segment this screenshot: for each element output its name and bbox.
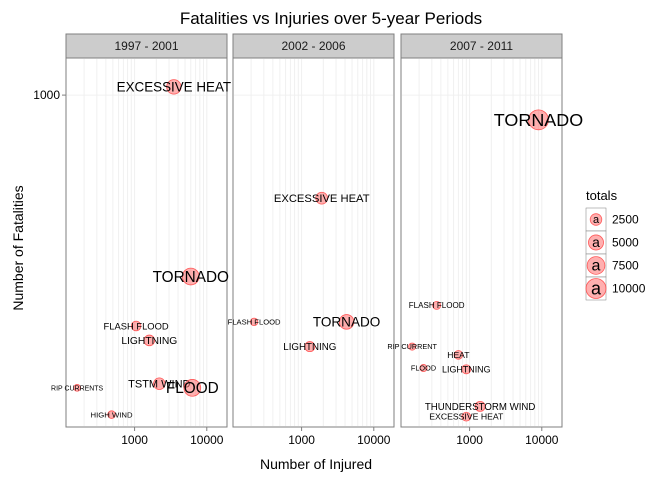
data-point-label: TSTM WIND xyxy=(128,379,190,391)
data-point xyxy=(408,342,417,351)
data-point-label: RIP CURRENTS xyxy=(51,385,103,392)
legend-key-point xyxy=(585,278,607,299)
data-point-label: RIP CURRENT xyxy=(387,342,437,351)
facet-strip xyxy=(232,33,395,59)
x-tick-label: 1000 xyxy=(121,433,148,447)
data-point-label: TORNADO xyxy=(313,315,381,330)
data-point-label: EXCESSIVE HEAT xyxy=(429,412,504,422)
data-point-label: HEAT xyxy=(447,350,470,360)
data-point-label: EXCESSIVE HEAT xyxy=(274,193,370,205)
data-point-label: FLASH FLOOD xyxy=(104,320,169,331)
x-tick-label: 10000 xyxy=(525,433,559,447)
data-point-label: LIGHTNING xyxy=(283,342,336,353)
facet-panel: 2007 - 2011 TORNADO FLASH FLOOD RIP CURRENT… xyxy=(387,33,583,447)
data-point xyxy=(304,341,316,353)
facet-strip xyxy=(65,33,228,59)
facet-panel: 2002 - 2006 EXCESSIVE HEAT TORNADO FLASH FL… xyxy=(228,33,395,447)
chart-title: Fatalities vs Injuries over 5-year Perio… xyxy=(180,9,482,28)
facet-strip xyxy=(400,33,563,59)
legend-label: 10000 xyxy=(612,282,646,296)
data-point-label: FLASH FLOOD xyxy=(409,301,465,310)
data-point xyxy=(181,267,200,286)
legend-key-point xyxy=(586,256,606,275)
data-point-label: TORNADO xyxy=(494,110,583,130)
facet-panel: 1997 - 2001 EXCESSIVE HEAT TORNADO FLASH FL… xyxy=(51,33,231,447)
x-tick-label: 10000 xyxy=(190,433,224,447)
data-point xyxy=(183,379,202,397)
legend-title: totals xyxy=(586,188,618,203)
panel-background xyxy=(65,57,228,428)
data-point xyxy=(130,320,142,332)
data-point-label: LIGHTNING xyxy=(442,364,491,374)
data-point xyxy=(419,364,428,373)
legend-key-glyph: a xyxy=(592,234,600,250)
data-point xyxy=(474,400,486,412)
data-point xyxy=(528,109,549,131)
data-point xyxy=(153,377,166,390)
x-tick-label: 10000 xyxy=(357,433,391,447)
data-point xyxy=(338,314,355,330)
data-point-label: FLASH FLOOD xyxy=(228,318,281,327)
panel-background xyxy=(232,57,395,428)
facet-panels: 1997 - 2001 EXCESSIVE HEAT TORNADO FLASH FL… xyxy=(51,33,583,447)
data-point xyxy=(315,191,329,205)
data-point-label: LIGHTNING xyxy=(121,336,177,347)
data-point xyxy=(461,411,472,422)
data-point-label: HIGH WIND xyxy=(91,410,133,419)
data-point-label: THUNDERSTORM WIND xyxy=(425,402,536,413)
legend-label: 7500 xyxy=(612,259,639,273)
facet-strip-label: 2002 - 2006 xyxy=(281,39,345,53)
legend-key-glyph: a xyxy=(593,214,600,226)
data-point xyxy=(73,384,81,392)
data-point-label: TORNADO xyxy=(153,269,229,286)
x-axis-title: Number of Injured xyxy=(260,456,372,472)
legend-key-point xyxy=(589,213,603,226)
facet-strip-label: 2007 - 2011 xyxy=(450,39,513,53)
y-tick-label: 1000 xyxy=(33,88,60,102)
legend-label: 5000 xyxy=(612,236,639,250)
data-point-label: FLOOD xyxy=(166,380,219,397)
y-axis-title: Number of Fatalities xyxy=(10,185,26,310)
data-point xyxy=(143,334,156,347)
data-point-label: EXCESSIVE HEAT xyxy=(117,80,231,95)
y-axis: 1000 xyxy=(33,88,66,102)
data-point xyxy=(107,410,116,419)
data-point xyxy=(461,364,472,375)
legend-key-glyph: a xyxy=(591,278,602,298)
data-point xyxy=(166,79,182,95)
legend-label: 2500 xyxy=(612,213,639,227)
x-tick-label: 1000 xyxy=(288,433,315,447)
facet-strip-label: 1997 - 2001 xyxy=(114,39,178,53)
size-legend: totals a 2500 a 5000 a 7500 a 10000 xyxy=(585,188,646,301)
data-point xyxy=(453,350,464,360)
data-point xyxy=(249,317,259,327)
legend-key-point xyxy=(588,234,604,251)
legend-key-glyph: a xyxy=(592,257,601,275)
data-point-label: FLOOD xyxy=(411,364,436,373)
data-point xyxy=(432,300,442,310)
x-tick-label: 1000 xyxy=(456,433,483,447)
